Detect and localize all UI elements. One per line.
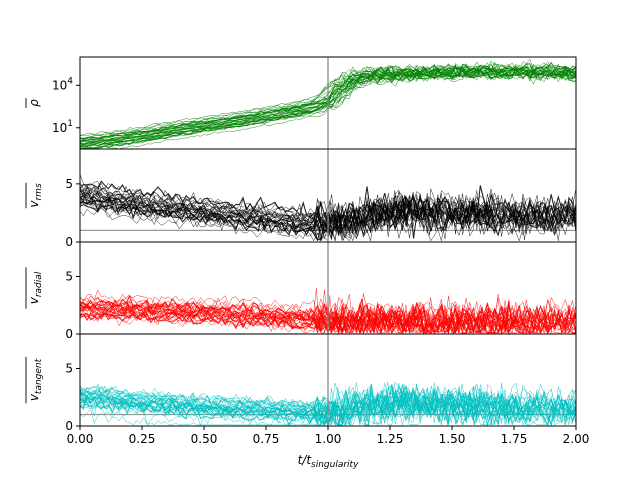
panel-vtangent: 0 5 vtangent bbox=[25, 333, 577, 433]
svg-text:ρ: ρ bbox=[27, 99, 41, 107]
panel-density: 101 104 ρ bbox=[25, 56, 577, 150]
x-tick-label: 0.00 bbox=[67, 432, 94, 446]
panel-vradial: 0 5 vradial bbox=[25, 241, 577, 341]
y-axis-label-vtangent: vtangent bbox=[25, 356, 44, 404]
y-tick-label-vradial: 0 bbox=[65, 327, 73, 341]
x-tick-label: 1.00 bbox=[315, 432, 342, 446]
y-tick-label-vtangent: 5 bbox=[65, 362, 73, 376]
svg-text:vtangent: vtangent bbox=[27, 358, 44, 401]
y-tick-label-vrms: 5 bbox=[65, 177, 73, 191]
x-tick-label: 1.25 bbox=[377, 432, 404, 446]
x-tick-label: 0.75 bbox=[253, 432, 280, 446]
x-tick-label: 1.50 bbox=[439, 432, 466, 446]
series-line-vtangent bbox=[80, 381, 505, 418]
y-tick-label-vradial: 5 bbox=[65, 270, 73, 284]
x-axis-label: t/tsingularity bbox=[298, 453, 360, 470]
x-tick-label: 1.75 bbox=[501, 432, 528, 446]
x-tick-label: 2.00 bbox=[563, 432, 590, 446]
panel-vrms: 0 5 vrms bbox=[25, 148, 577, 249]
svg-text:vradial: vradial bbox=[27, 271, 44, 304]
x-tick-label: 0.25 bbox=[129, 432, 156, 446]
y-tick-label-density: 104 bbox=[52, 76, 73, 92]
y-axis-label-vradial: vradial bbox=[25, 267, 44, 309]
x-tick-label: 0.50 bbox=[191, 432, 218, 446]
y-axis-label-density: ρ bbox=[25, 98, 41, 108]
svg-text:vrms: vrms bbox=[27, 183, 44, 208]
x-axis: 0.00 0.25 0.50 0.75 1.00 1.25 1.50 1.75 2.00 t/ts… bbox=[67, 426, 590, 470]
y-tick-label-vrms: 0 bbox=[65, 235, 73, 249]
y-tick-label-density: 101 bbox=[52, 119, 73, 135]
series-line-vrms bbox=[80, 185, 422, 238]
y-tick-label-vtangent: 0 bbox=[65, 419, 73, 433]
subplot-stack: 101 104 ρ 0 5 vrms 0 5 vradial 0 5 vtangent bbox=[25, 56, 577, 433]
y-axis-label-vrms: vrms bbox=[25, 182, 44, 209]
